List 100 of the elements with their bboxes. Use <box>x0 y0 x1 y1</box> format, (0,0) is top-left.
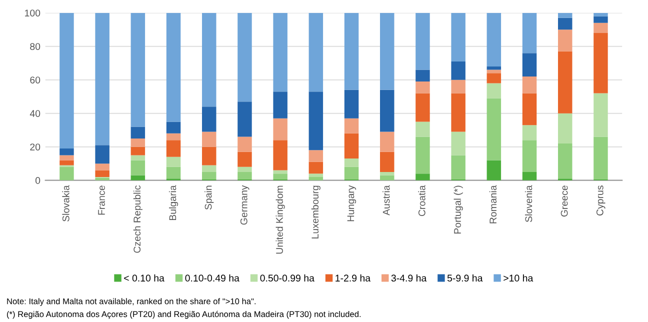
legend-label: 3-4.9 ha <box>391 274 427 282</box>
bar <box>130 146 146 156</box>
y-tick-label: 60 <box>30 76 40 84</box>
bar <box>95 170 110 177</box>
x-tick-label: Greece <box>560 186 568 217</box>
bar <box>308 162 324 174</box>
bar <box>273 92 288 118</box>
bar <box>166 140 181 157</box>
legend-label: 0.50-0.99 ha <box>260 274 314 282</box>
bar <box>60 148 74 156</box>
bar <box>486 83 502 98</box>
bar <box>344 12 359 90</box>
y-tick-label: 40 <box>30 110 40 117</box>
bar <box>344 166 359 180</box>
bar <box>308 174 324 177</box>
y-tick-label: 20 <box>30 144 40 150</box>
x-tick-label: Spain <box>204 186 214 210</box>
bar <box>273 140 288 170</box>
bar <box>238 152 252 167</box>
x-tick-label: Austria <box>382 185 390 216</box>
bar <box>60 166 74 180</box>
x-tick-label: Romania <box>489 185 497 224</box>
bar <box>451 61 466 80</box>
bar <box>238 172 252 180</box>
text: (*) Região Autonoma dos Açores (PT20) and Região Autónoma da Madeira (PT30) not included. <box>6 310 361 319</box>
bar <box>308 150 324 162</box>
bar <box>95 12 110 146</box>
bar <box>451 12 466 62</box>
bar <box>273 170 288 174</box>
bar <box>130 138 146 147</box>
x-tick-label: Slovenia <box>524 185 532 222</box>
y-tick-label: 100 <box>25 10 40 16</box>
bar <box>238 166 252 172</box>
bar <box>451 93 466 132</box>
bar <box>380 12 394 90</box>
bar <box>273 12 288 92</box>
bar <box>451 132 466 156</box>
bar <box>380 132 394 152</box>
bar <box>416 93 430 122</box>
bar <box>416 174 430 180</box>
x-tick-label: Bulgaria <box>168 185 178 220</box>
x-tick-label: United Kingdom <box>276 186 285 254</box>
bar <box>95 145 110 164</box>
bar <box>308 12 324 92</box>
bar <box>60 155 74 160</box>
bar <box>558 51 572 114</box>
bar <box>344 118 359 134</box>
x-tick-label: Luxembourg <box>311 186 320 238</box>
bar <box>238 12 252 102</box>
bar <box>60 160 74 166</box>
text: Note: Italy and Malta not available, ranked on the share of ">10 ha". <box>7 298 256 306</box>
bar <box>522 172 537 180</box>
bar <box>486 73 502 84</box>
x-tick-label: Slovakia <box>62 185 70 222</box>
bar <box>522 140 537 172</box>
bar <box>166 133 181 140</box>
bar <box>130 126 146 138</box>
bar <box>416 122 430 137</box>
bar <box>60 12 74 149</box>
bar <box>166 156 181 167</box>
bar <box>202 165 216 172</box>
bar <box>344 90 359 118</box>
legend-label: < 0.10 ha <box>124 274 164 282</box>
bar <box>238 136 252 152</box>
bar <box>594 12 608 16</box>
bar <box>416 12 430 70</box>
bar <box>380 152 394 172</box>
bar <box>202 132 216 147</box>
bar <box>594 136 608 180</box>
bar <box>344 158 359 167</box>
bar <box>380 90 394 132</box>
bar <box>130 160 146 176</box>
bar <box>486 12 502 66</box>
bar <box>486 160 502 180</box>
legend-label: 5-9.9 ha <box>447 274 483 282</box>
bar <box>344 133 359 159</box>
bar <box>130 12 146 127</box>
bar <box>522 93 537 126</box>
bar <box>486 66 502 70</box>
bar <box>522 76 537 94</box>
bar <box>273 174 288 180</box>
bar <box>238 102 252 137</box>
bar <box>202 146 216 166</box>
bar <box>308 92 324 150</box>
bar <box>522 53 537 77</box>
x-tick-label: Croatia <box>418 185 426 216</box>
bar <box>594 16 608 23</box>
legend-label: >10 ha <box>504 274 534 282</box>
bar <box>380 172 394 176</box>
bar <box>95 164 110 170</box>
bar <box>594 93 608 137</box>
bar <box>166 12 181 122</box>
bar <box>416 82 430 94</box>
bar <box>451 155 466 180</box>
x-tick-label: Czech Republic <box>133 185 142 253</box>
bar <box>451 80 466 94</box>
bar <box>594 22 608 33</box>
bar <box>594 32 608 94</box>
bar <box>558 18 572 30</box>
bar <box>166 122 181 134</box>
